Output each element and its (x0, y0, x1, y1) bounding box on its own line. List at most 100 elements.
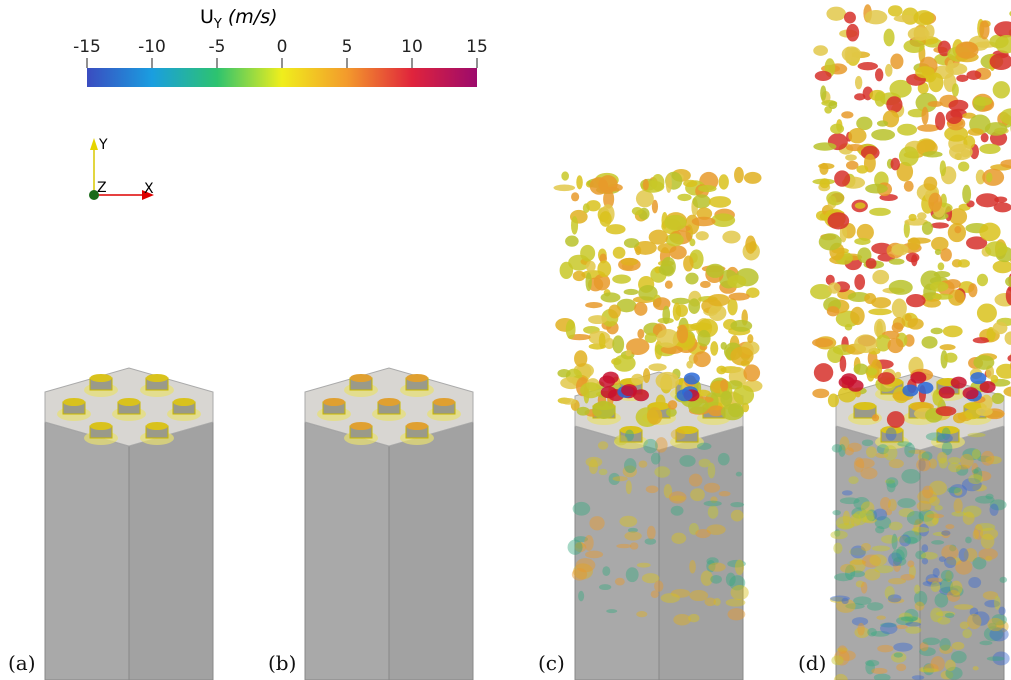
vortex (917, 382, 933, 394)
flame-blob (913, 10, 934, 25)
flow-blob (624, 531, 641, 540)
flame-blob (958, 259, 970, 267)
flame-blob (698, 185, 717, 192)
flame-blob (905, 314, 912, 322)
axes-triad: Y Z X (89, 137, 154, 200)
flame-blob (827, 306, 840, 316)
flame-blob (722, 231, 740, 244)
flame-blob (685, 273, 698, 285)
flow-blob (857, 623, 864, 636)
flow-blob (963, 512, 975, 525)
flame-blob (688, 298, 700, 314)
flame-blob (885, 64, 893, 77)
flow-blob (599, 584, 611, 590)
flame-blob (886, 96, 902, 112)
flow-blob (626, 480, 632, 494)
flame-blob (621, 258, 639, 266)
flame-blob (1005, 276, 1011, 288)
flame-blob (601, 292, 621, 302)
flame-blob (647, 407, 662, 425)
flame-blob (666, 174, 672, 193)
flow-blob (699, 459, 711, 468)
flow-blob (673, 614, 691, 626)
flow-blob (831, 655, 843, 665)
flame-blob (683, 180, 697, 187)
flow-blob (585, 551, 603, 559)
flame-blob (888, 5, 903, 16)
flow-blob (848, 476, 858, 484)
vortex (951, 377, 967, 389)
flow-blob (948, 462, 961, 472)
flame-blob (985, 122, 1008, 136)
flow-blob (719, 491, 731, 496)
flow-blob (830, 596, 850, 602)
flame-blob (871, 297, 891, 308)
flow-blob (654, 466, 670, 477)
flow-blob (861, 543, 871, 551)
flow-blob (922, 558, 928, 565)
flame-blob (692, 217, 716, 227)
flame-blob (888, 338, 904, 353)
flow-blob (904, 443, 915, 457)
flow-blob (907, 560, 914, 567)
flame-blob (871, 129, 895, 140)
flow-blob (838, 645, 847, 653)
flame-blob (637, 329, 644, 339)
flow-blob (695, 529, 710, 538)
flow-blob (626, 567, 639, 582)
flame-blob (892, 322, 904, 332)
flow-blob (888, 594, 902, 602)
flame-blob (613, 247, 626, 259)
flame-blob (683, 256, 693, 272)
flame-blob (935, 112, 945, 130)
flame-blob (747, 334, 753, 343)
flame-blob (677, 325, 688, 344)
flame-blob (696, 231, 709, 240)
flow-blob (968, 577, 981, 588)
flame-blob (624, 238, 639, 248)
flame-blob (878, 372, 895, 384)
flame-blob (955, 42, 978, 59)
flame-blob (854, 238, 870, 245)
flow-blob (646, 486, 659, 494)
flame-blob (819, 178, 829, 188)
flow-blob (965, 537, 972, 544)
flow-blob (584, 535, 594, 551)
flame-blob (903, 40, 924, 53)
flame-blob (889, 258, 905, 264)
flow-blob (967, 614, 981, 629)
flow-blob (636, 611, 647, 617)
colorbar-tick-label: -5 (209, 37, 226, 57)
burner-top (350, 422, 372, 430)
panel-label: (b) (268, 651, 296, 675)
flame-blob (904, 181, 914, 192)
flame-blob (946, 110, 962, 124)
colorbar-tick-label: 5 (342, 37, 353, 57)
flame-blob (944, 353, 957, 363)
flame-blob (921, 107, 928, 125)
flame-blob (561, 398, 576, 405)
flame-blob (586, 261, 596, 272)
flame-blob (661, 257, 676, 277)
flame-blob (720, 391, 732, 407)
flame-blob (585, 302, 602, 308)
flame-blob (580, 245, 595, 262)
flow-blob (647, 526, 656, 540)
flame-blob (889, 280, 913, 295)
flame-blob (845, 47, 852, 64)
flow-blob (606, 609, 617, 613)
vortex (603, 372, 619, 384)
flow-blob (904, 537, 917, 545)
flow-blob (944, 557, 956, 568)
flame-blob (656, 372, 680, 390)
vortex (601, 386, 617, 398)
flow-blob (954, 498, 963, 513)
colorbar (87, 68, 477, 87)
flow-blob (999, 607, 1006, 615)
flame-blob (830, 124, 844, 134)
flow-blob (880, 623, 897, 635)
flame-blob (907, 237, 920, 250)
flame-blob (689, 239, 695, 247)
flame-blob (720, 379, 728, 392)
flow-blob (941, 570, 954, 581)
